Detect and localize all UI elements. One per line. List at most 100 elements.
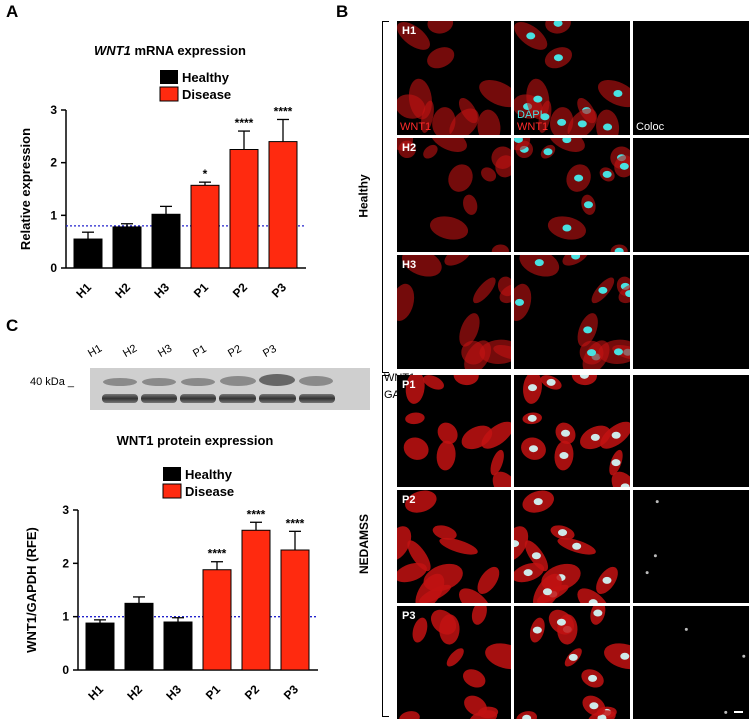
panel-c-title: WNT1 protein expression xyxy=(116,433,274,448)
nucleus xyxy=(583,326,593,334)
micrograph-h2-wnt1: H2 xyxy=(397,138,511,252)
cell-body xyxy=(403,437,429,460)
bar-h2 xyxy=(112,226,142,269)
cell-body xyxy=(397,283,415,321)
cell-body xyxy=(491,244,509,252)
cell-body xyxy=(485,643,511,670)
cell-body xyxy=(397,526,412,561)
panel-a-title-gene: WNT1 xyxy=(94,43,131,58)
nucleus xyxy=(625,290,630,298)
y-tick-label: 1 xyxy=(62,610,69,624)
cell-body xyxy=(597,79,630,108)
micrograph-cells xyxy=(399,606,511,719)
western-blot-image xyxy=(90,368,370,410)
nucleus xyxy=(557,118,567,126)
nucleus xyxy=(534,259,544,267)
blot-lane-p3: P3 xyxy=(261,342,279,360)
cell-body xyxy=(420,100,434,133)
row-label-h2: H2 xyxy=(402,142,417,154)
significance-stars: **** xyxy=(286,516,305,530)
y-axis-label: WNT1/GAPDH (RFE) xyxy=(24,527,39,653)
nucleus xyxy=(558,529,568,537)
legend-swatch-healthy xyxy=(160,70,178,84)
bar-h1 xyxy=(85,622,115,671)
nucleus xyxy=(553,54,563,62)
nucleus xyxy=(556,618,566,626)
bar-p3 xyxy=(280,549,310,671)
cell-body xyxy=(431,609,457,635)
cell-body xyxy=(459,313,480,347)
row-label-h3: H3 xyxy=(402,259,417,271)
micrograph-cells xyxy=(397,490,500,603)
nucleus xyxy=(613,348,623,356)
cell-body xyxy=(471,606,487,625)
micrograph-cells xyxy=(403,375,511,487)
bar-p1 xyxy=(190,184,220,269)
cell-body xyxy=(423,144,438,159)
legend-label-healthy: Healthy xyxy=(185,467,233,482)
significance-stars: **** xyxy=(208,547,227,561)
cell-body xyxy=(427,21,454,34)
nucleus xyxy=(533,498,543,506)
nucleus xyxy=(532,626,542,634)
micrograph-h1-merge: DAPI WNT1 xyxy=(514,21,630,135)
coloc-spot xyxy=(653,554,657,558)
x-tick-label: H3 xyxy=(163,682,184,703)
micrograph-cells xyxy=(397,21,511,135)
micrograph-cells xyxy=(645,500,659,575)
cell-body xyxy=(436,440,456,471)
legend-swatch-healthy xyxy=(163,467,181,481)
bar-h2 xyxy=(124,602,154,671)
significance-stars: **** xyxy=(274,104,293,118)
scale-bar xyxy=(734,711,743,713)
nucleus xyxy=(562,138,572,144)
group-label-healthy: Healthy xyxy=(356,174,371,218)
cell-body xyxy=(492,471,511,487)
coloc-spot xyxy=(684,627,688,631)
cell-body xyxy=(423,375,444,390)
panel-c-chart: Healthy Disease 0 1 2 3 WNT1/GAPDH (RFE) H1 H2 H3… xyxy=(24,467,318,703)
micrograph-h3-merge xyxy=(514,255,630,369)
nucleus xyxy=(614,247,624,252)
bar-h3 xyxy=(151,213,181,269)
cell-body xyxy=(407,540,431,572)
legend-label-disease: Disease xyxy=(182,87,231,102)
cell-body xyxy=(459,588,491,603)
x-tick-label: P3 xyxy=(281,682,302,703)
nucleus xyxy=(533,95,543,103)
channel-label-merge-wnt1: WNT1 xyxy=(517,121,549,133)
micrograph-cells xyxy=(514,21,630,135)
panel-letter-c: C xyxy=(6,316,19,335)
x-tick-label: H2 xyxy=(124,682,145,703)
cell-body xyxy=(397,562,427,583)
nucleus xyxy=(514,138,523,143)
micrograph-cells xyxy=(514,255,630,369)
blot-lane-p1: P1 xyxy=(191,342,209,360)
blot-lane-h3: H3 xyxy=(156,342,175,360)
panel-letter-b: B xyxy=(336,2,349,21)
y-tick-label: 3 xyxy=(62,503,69,517)
cell-body xyxy=(427,47,455,69)
nucleus xyxy=(528,445,538,453)
cell-body xyxy=(481,421,511,449)
micrograph-p1-coloc xyxy=(633,375,749,487)
bar-h3 xyxy=(163,621,193,671)
coloc-spot xyxy=(655,500,659,504)
micrograph-p2-wnt1: P2 xyxy=(397,490,511,603)
cell-body xyxy=(477,566,500,594)
nucleus xyxy=(603,123,613,131)
legend-swatch-disease xyxy=(162,483,182,499)
cell-body xyxy=(405,490,437,513)
nucleus xyxy=(571,255,581,260)
panel-b-microscopy: Healthy NEDAMSS H1 WNT1 DAPI WNT1 Coloc H2 H3 P… xyxy=(357,15,750,719)
cell-body xyxy=(495,155,511,178)
cell-body xyxy=(473,277,496,304)
cell-body xyxy=(437,422,458,444)
nucleus xyxy=(514,540,520,548)
row-label-p2: P2 xyxy=(402,494,416,506)
micrograph-cells xyxy=(514,490,618,603)
micrograph-h1-wnt1: H1 WNT1 xyxy=(397,21,511,135)
blot-bands xyxy=(102,374,335,403)
cell-body xyxy=(499,284,511,304)
nucleus xyxy=(531,552,541,560)
